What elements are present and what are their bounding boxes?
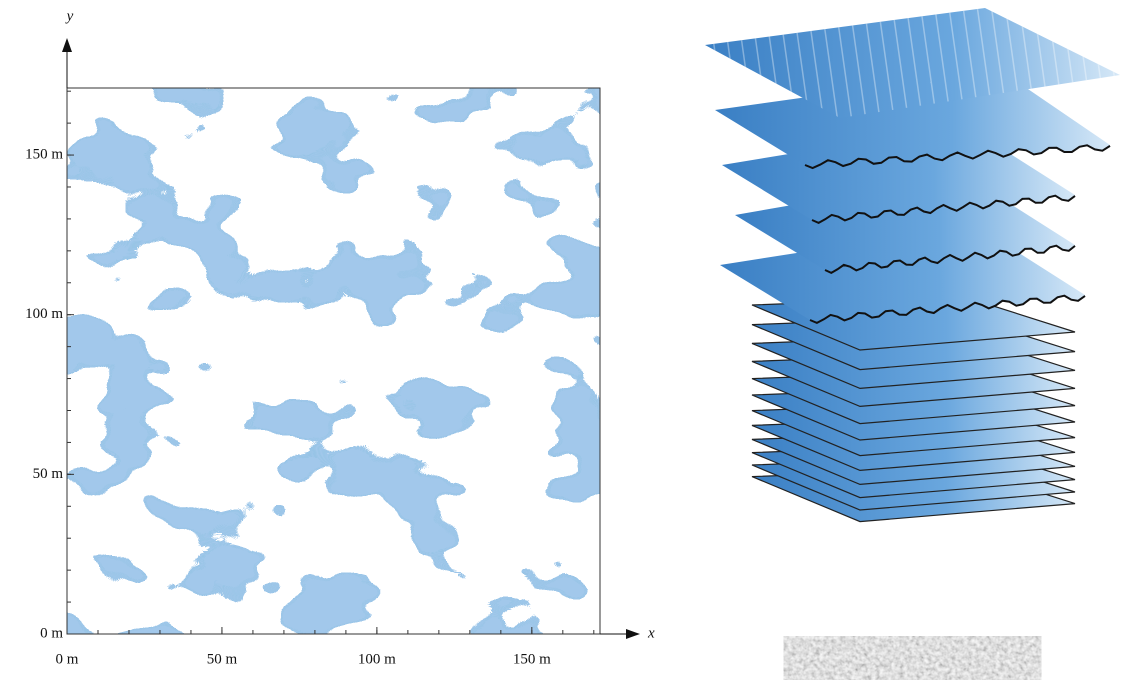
x-tick-label: 50 m xyxy=(207,651,238,667)
y-tick-label: 150 m xyxy=(25,146,63,162)
x-tick-label: 150 m xyxy=(513,651,551,667)
top-ripple xyxy=(705,8,1120,118)
y-arrowhead xyxy=(62,38,72,52)
y-tick-label: 100 m xyxy=(25,306,63,322)
figure: y x 0 m 50 m 100 m 150 m 0 m 50 m 100 m 150 m xyxy=(0,0,1131,680)
y-axis-label: y xyxy=(65,8,74,24)
layer-stack xyxy=(705,8,1120,522)
base-texture xyxy=(805,640,1020,680)
x-arrowhead xyxy=(626,629,640,639)
x-axis-label: x xyxy=(647,625,655,641)
y-tick-label: 0 m xyxy=(40,625,63,641)
x-tick-label: 100 m xyxy=(358,651,396,667)
x-tick-label: 0 m xyxy=(56,651,79,667)
y-tick-label: 50 m xyxy=(33,466,64,482)
contour-map xyxy=(67,88,600,634)
